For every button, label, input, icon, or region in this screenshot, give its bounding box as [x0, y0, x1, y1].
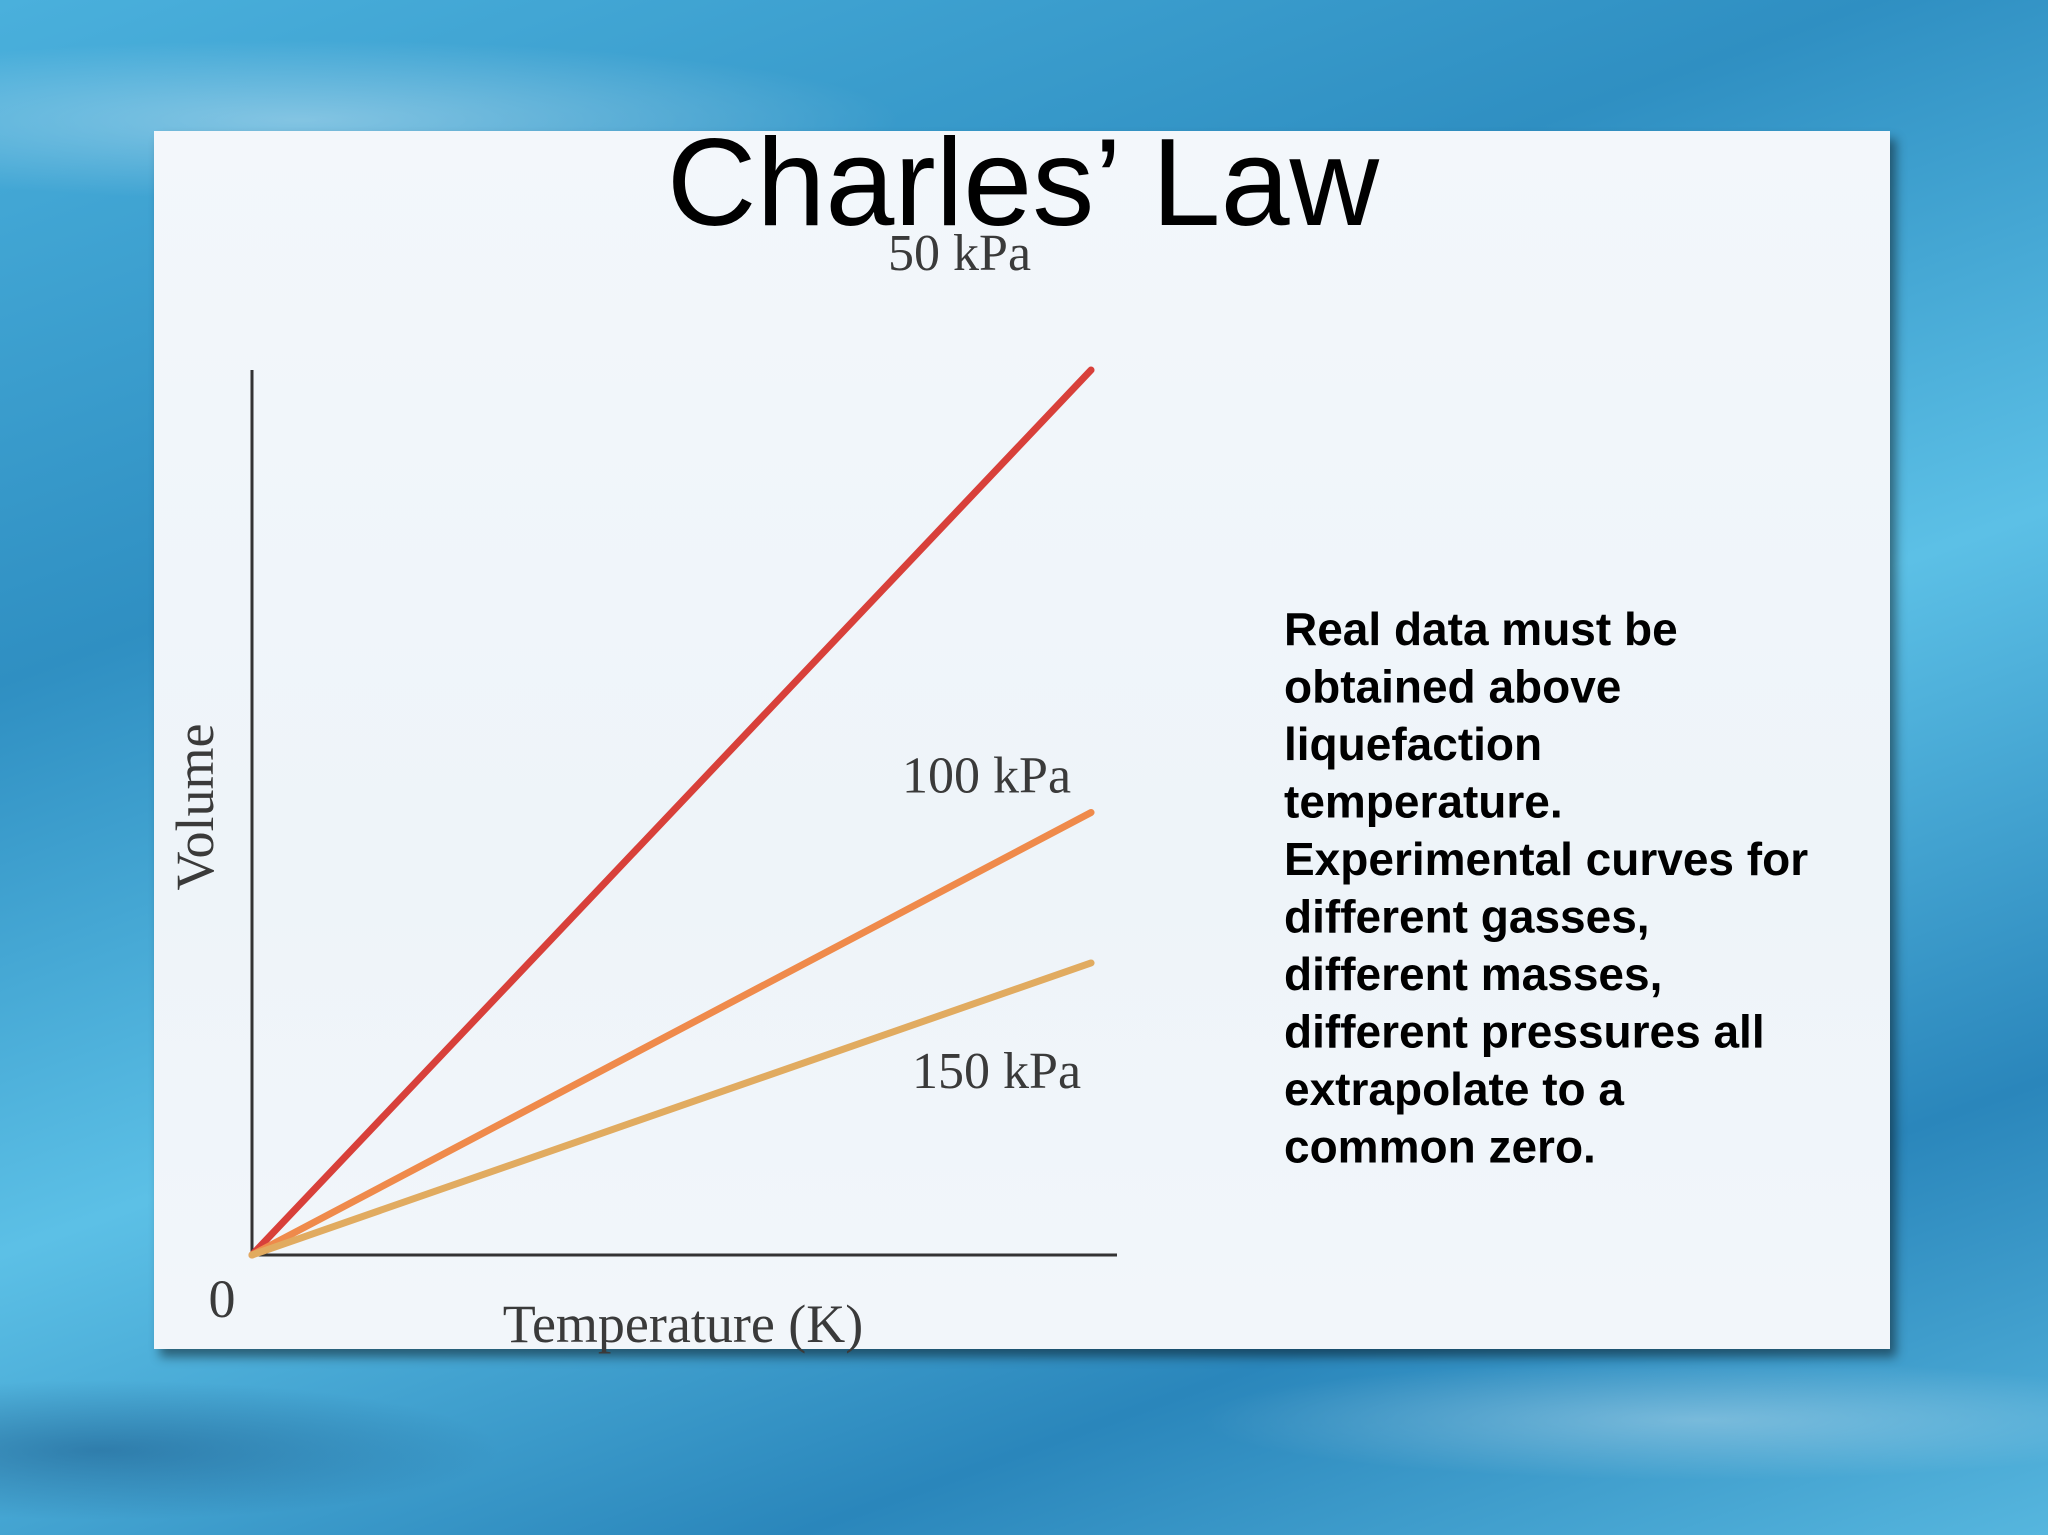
body-line: different pressures all [1284, 1006, 1765, 1058]
series-label: 150 kPa [912, 1043, 1081, 1100]
data-line [248, 366, 1095, 1259]
slide-panel [154, 131, 1890, 1349]
slide-title: Charles’ Law [667, 114, 1380, 252]
body-line: obtained above [1284, 661, 1621, 713]
x-axis-label: Temperature (K) [503, 1294, 864, 1354]
body-line: different gasses, [1284, 891, 1650, 943]
body-line: extrapolate to a [1284, 1063, 1624, 1115]
body-line: liquefaction [1284, 718, 1542, 770]
body-line: common zero. [1284, 1121, 1596, 1173]
body-line: Experimental curves for [1284, 833, 1808, 885]
series-label: 100 kPa [902, 748, 1071, 805]
series-label: 50 kPa [888, 225, 1031, 282]
data-line [248, 959, 1095, 1259]
body-text: Real data must be obtained aboveliquefact… [1284, 603, 1808, 1173]
body-line: temperature. [1284, 776, 1563, 828]
body-line: different masses, [1284, 948, 1662, 1000]
x-tick-label: 0 [209, 1269, 236, 1329]
data-line [248, 809, 1095, 1259]
y-axis-label: Volume [165, 723, 225, 890]
body-line: Real data must be [1284, 603, 1678, 655]
